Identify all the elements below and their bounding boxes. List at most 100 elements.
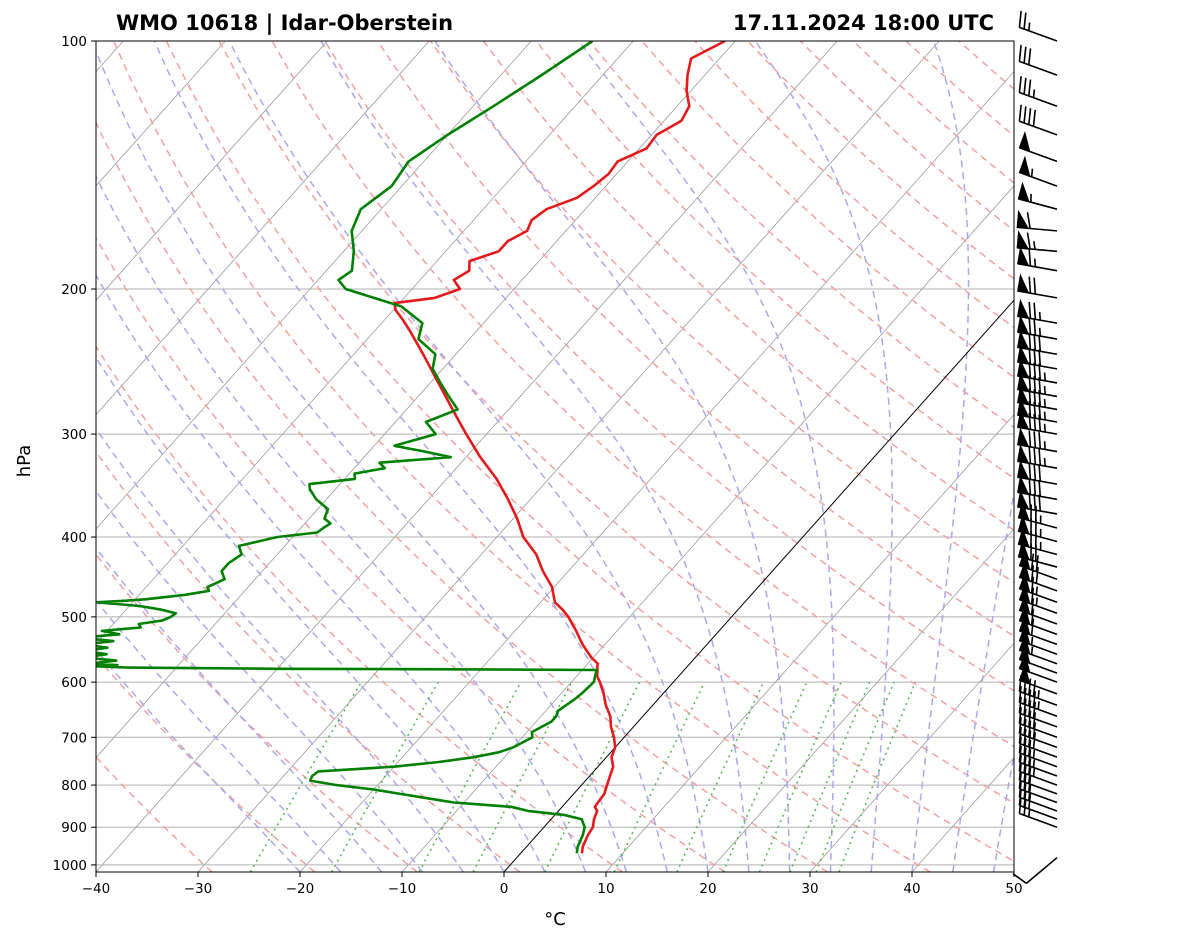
wind-barbs (1012, 10, 1058, 885)
y-tick-label: 800 (61, 778, 87, 794)
dry-adiabat (96, 756, 213, 872)
barb-flag (1017, 539, 1030, 561)
dry-adiabat (96, 654, 316, 872)
barb-full (1023, 46, 1027, 64)
barb-half (1035, 597, 1038, 606)
barb-full (1023, 687, 1027, 705)
barb-full (1038, 448, 1042, 466)
barb-full (1018, 104, 1022, 122)
barb-half (1043, 372, 1046, 381)
barb-flag (1018, 663, 1031, 685)
barb-flag (1017, 329, 1030, 350)
barb-flag (1018, 571, 1031, 594)
barb-full (1032, 712, 1037, 729)
barb-full (1028, 678, 1032, 696)
wind-barb (1012, 857, 1058, 885)
y-tick-label: 500 (61, 610, 87, 626)
barb-half (1043, 399, 1046, 408)
barb-full (1028, 412, 1032, 430)
mixing-ratio-line (815, 681, 895, 872)
barb-half (1033, 258, 1037, 267)
barb-full (1023, 728, 1027, 746)
barb-full (1018, 707, 1022, 724)
barb-full (1028, 430, 1032, 447)
wind-barb (1017, 298, 1058, 324)
barb-full (1030, 553, 1035, 571)
wind-barb (1017, 344, 1058, 370)
dry-adiabat (96, 236, 726, 872)
wind-barb (1018, 736, 1058, 768)
barb-full (1018, 717, 1022, 734)
barb-full (1026, 232, 1031, 250)
barb-half (1038, 327, 1042, 337)
dry-adiabat (641, 41, 1014, 379)
wind-barb (1018, 696, 1058, 728)
barb-staff (1025, 857, 1058, 885)
barb-full (1028, 730, 1032, 747)
barb-full (1026, 212, 1031, 229)
barb-flag (1017, 273, 1030, 294)
moist-adiabat (96, 648, 301, 872)
barb-flag (1017, 298, 1030, 319)
barb-full (1028, 492, 1032, 510)
barb-half (1030, 636, 1034, 646)
wind-barb (1017, 459, 1058, 485)
x-axis-label: °C (544, 909, 566, 930)
barb-full (1038, 402, 1042, 420)
barb-full (1028, 347, 1032, 365)
x-tick-label: 10 (597, 881, 614, 897)
y-tick-label: 300 (61, 427, 87, 443)
barb-full (1032, 701, 1037, 719)
grid-layer (96, 41, 1014, 872)
moist-adiabat (96, 599, 342, 872)
isotherm-line (401, 185, 1014, 872)
barb-full (1033, 431, 1037, 448)
wind-barb (1017, 427, 1058, 453)
barb-half (1043, 411, 1046, 420)
wind-barb (1017, 474, 1058, 501)
wind-barb (1017, 489, 1058, 515)
barb-full (1023, 698, 1027, 716)
barb-full (1018, 686, 1022, 703)
barb-full (1033, 277, 1037, 295)
barb-half (1028, 808, 1031, 818)
barb-full (1028, 108, 1032, 125)
barb-flag (1017, 500, 1030, 522)
dry-adiabat (112, 41, 931, 872)
x-tick-label: −20 (286, 881, 315, 897)
barb-full (1012, 873, 1027, 885)
wind-barb (1018, 633, 1058, 665)
barb-flag (1018, 593, 1031, 615)
barb-staff (1019, 712, 1058, 728)
barb-full (1038, 334, 1042, 352)
mixing-ratio-line (613, 681, 706, 872)
x-tick-label: −10 (388, 881, 417, 897)
isotherm-line (605, 413, 1014, 872)
chart-title-left: WMO 10618 | Idar-Oberstein (116, 11, 453, 36)
y-tick-label: 100 (61, 34, 87, 50)
moist-adiabat (434, 41, 791, 872)
x-tick-label: 30 (801, 881, 818, 897)
wind-barb (1017, 443, 1058, 469)
barb-full (1018, 736, 1022, 754)
barb-full (1033, 401, 1037, 419)
isotherm-line (96, 41, 736, 759)
dry-adiabat (377, 41, 1014, 637)
moist-adiabat (96, 489, 424, 872)
barb-staff (1019, 812, 1058, 828)
barb-flag (1016, 230, 1030, 250)
wind-barb (1018, 707, 1058, 739)
barb-full (1028, 462, 1032, 480)
barb-staff (1019, 752, 1058, 768)
barb-full (1033, 447, 1037, 465)
barb-half (1032, 759, 1036, 768)
wind-barb (1018, 603, 1058, 636)
dewpoint-trace (96, 41, 598, 854)
isotherm-line (809, 642, 1014, 872)
mixing-ratio-line (249, 681, 362, 872)
moist-adiabat (96, 427, 464, 872)
wind-barb (1018, 571, 1058, 604)
barb-full (1032, 691, 1037, 708)
barb-full (1030, 587, 1035, 605)
barb-full (1028, 79, 1032, 97)
